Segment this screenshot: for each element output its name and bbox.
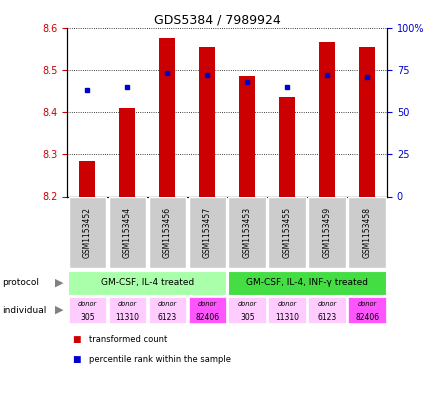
Bar [119, 108, 135, 196]
Text: GSM1153456: GSM1153456 [162, 207, 171, 259]
Bar [79, 161, 95, 196]
Text: GSM1153454: GSM1153454 [122, 207, 132, 259]
Text: 305: 305 [240, 313, 254, 321]
Bar [188, 297, 226, 323]
Bar [108, 197, 146, 268]
Text: GDS5384 / 7989924: GDS5384 / 7989924 [154, 14, 280, 27]
Bar [348, 297, 385, 323]
Bar [148, 297, 186, 323]
Bar [308, 297, 345, 323]
Bar [227, 270, 385, 295]
Bar [348, 197, 385, 268]
Text: ■: ■ [72, 336, 80, 344]
Text: donor: donor [197, 301, 217, 307]
Text: GSM1153458: GSM1153458 [362, 208, 371, 258]
Bar [228, 197, 266, 268]
Text: 11310: 11310 [275, 313, 299, 321]
Bar [68, 270, 226, 295]
Text: ▶: ▶ [54, 277, 63, 288]
Bar [188, 197, 226, 268]
Text: GM-CSF, IL-4 treated: GM-CSF, IL-4 treated [101, 278, 194, 287]
Text: 6123: 6123 [158, 313, 177, 321]
Bar [319, 42, 335, 196]
Text: donor: donor [118, 301, 137, 307]
Text: percentile rank within the sample: percentile rank within the sample [89, 355, 230, 364]
Bar [239, 76, 255, 196]
Bar [358, 46, 374, 196]
Text: GSM1153457: GSM1153457 [202, 207, 211, 259]
Bar [159, 38, 175, 197]
Text: GSM1153459: GSM1153459 [322, 207, 331, 259]
Text: 11310: 11310 [115, 313, 139, 321]
Bar [308, 197, 345, 268]
Text: 6123: 6123 [317, 313, 336, 321]
Text: donor: donor [277, 301, 296, 307]
Text: donor: donor [158, 301, 177, 307]
Text: GSM1153453: GSM1153453 [242, 207, 251, 259]
Text: ■: ■ [72, 355, 80, 364]
Text: donor: donor [357, 301, 376, 307]
Bar [148, 197, 186, 268]
Bar [228, 297, 266, 323]
Text: GM-CSF, IL-4, INF-γ treated: GM-CSF, IL-4, INF-γ treated [246, 278, 367, 287]
Text: GSM1153455: GSM1153455 [282, 207, 291, 259]
Text: individual: individual [2, 306, 46, 314]
Text: GSM1153452: GSM1153452 [83, 208, 92, 258]
Text: 82406: 82406 [195, 313, 219, 321]
Bar [69, 297, 106, 323]
Bar [108, 297, 146, 323]
Text: ▶: ▶ [54, 305, 63, 315]
Text: protocol: protocol [2, 278, 39, 287]
Bar [199, 46, 215, 196]
Text: donor: donor [317, 301, 336, 307]
Bar [268, 197, 305, 268]
Text: 305: 305 [80, 313, 95, 321]
Text: donor: donor [237, 301, 256, 307]
Bar [268, 297, 305, 323]
Text: 82406: 82406 [354, 313, 378, 321]
Text: transformed count: transformed count [89, 336, 167, 344]
Bar [279, 97, 295, 196]
Bar [69, 197, 106, 268]
Text: donor: donor [78, 301, 97, 307]
